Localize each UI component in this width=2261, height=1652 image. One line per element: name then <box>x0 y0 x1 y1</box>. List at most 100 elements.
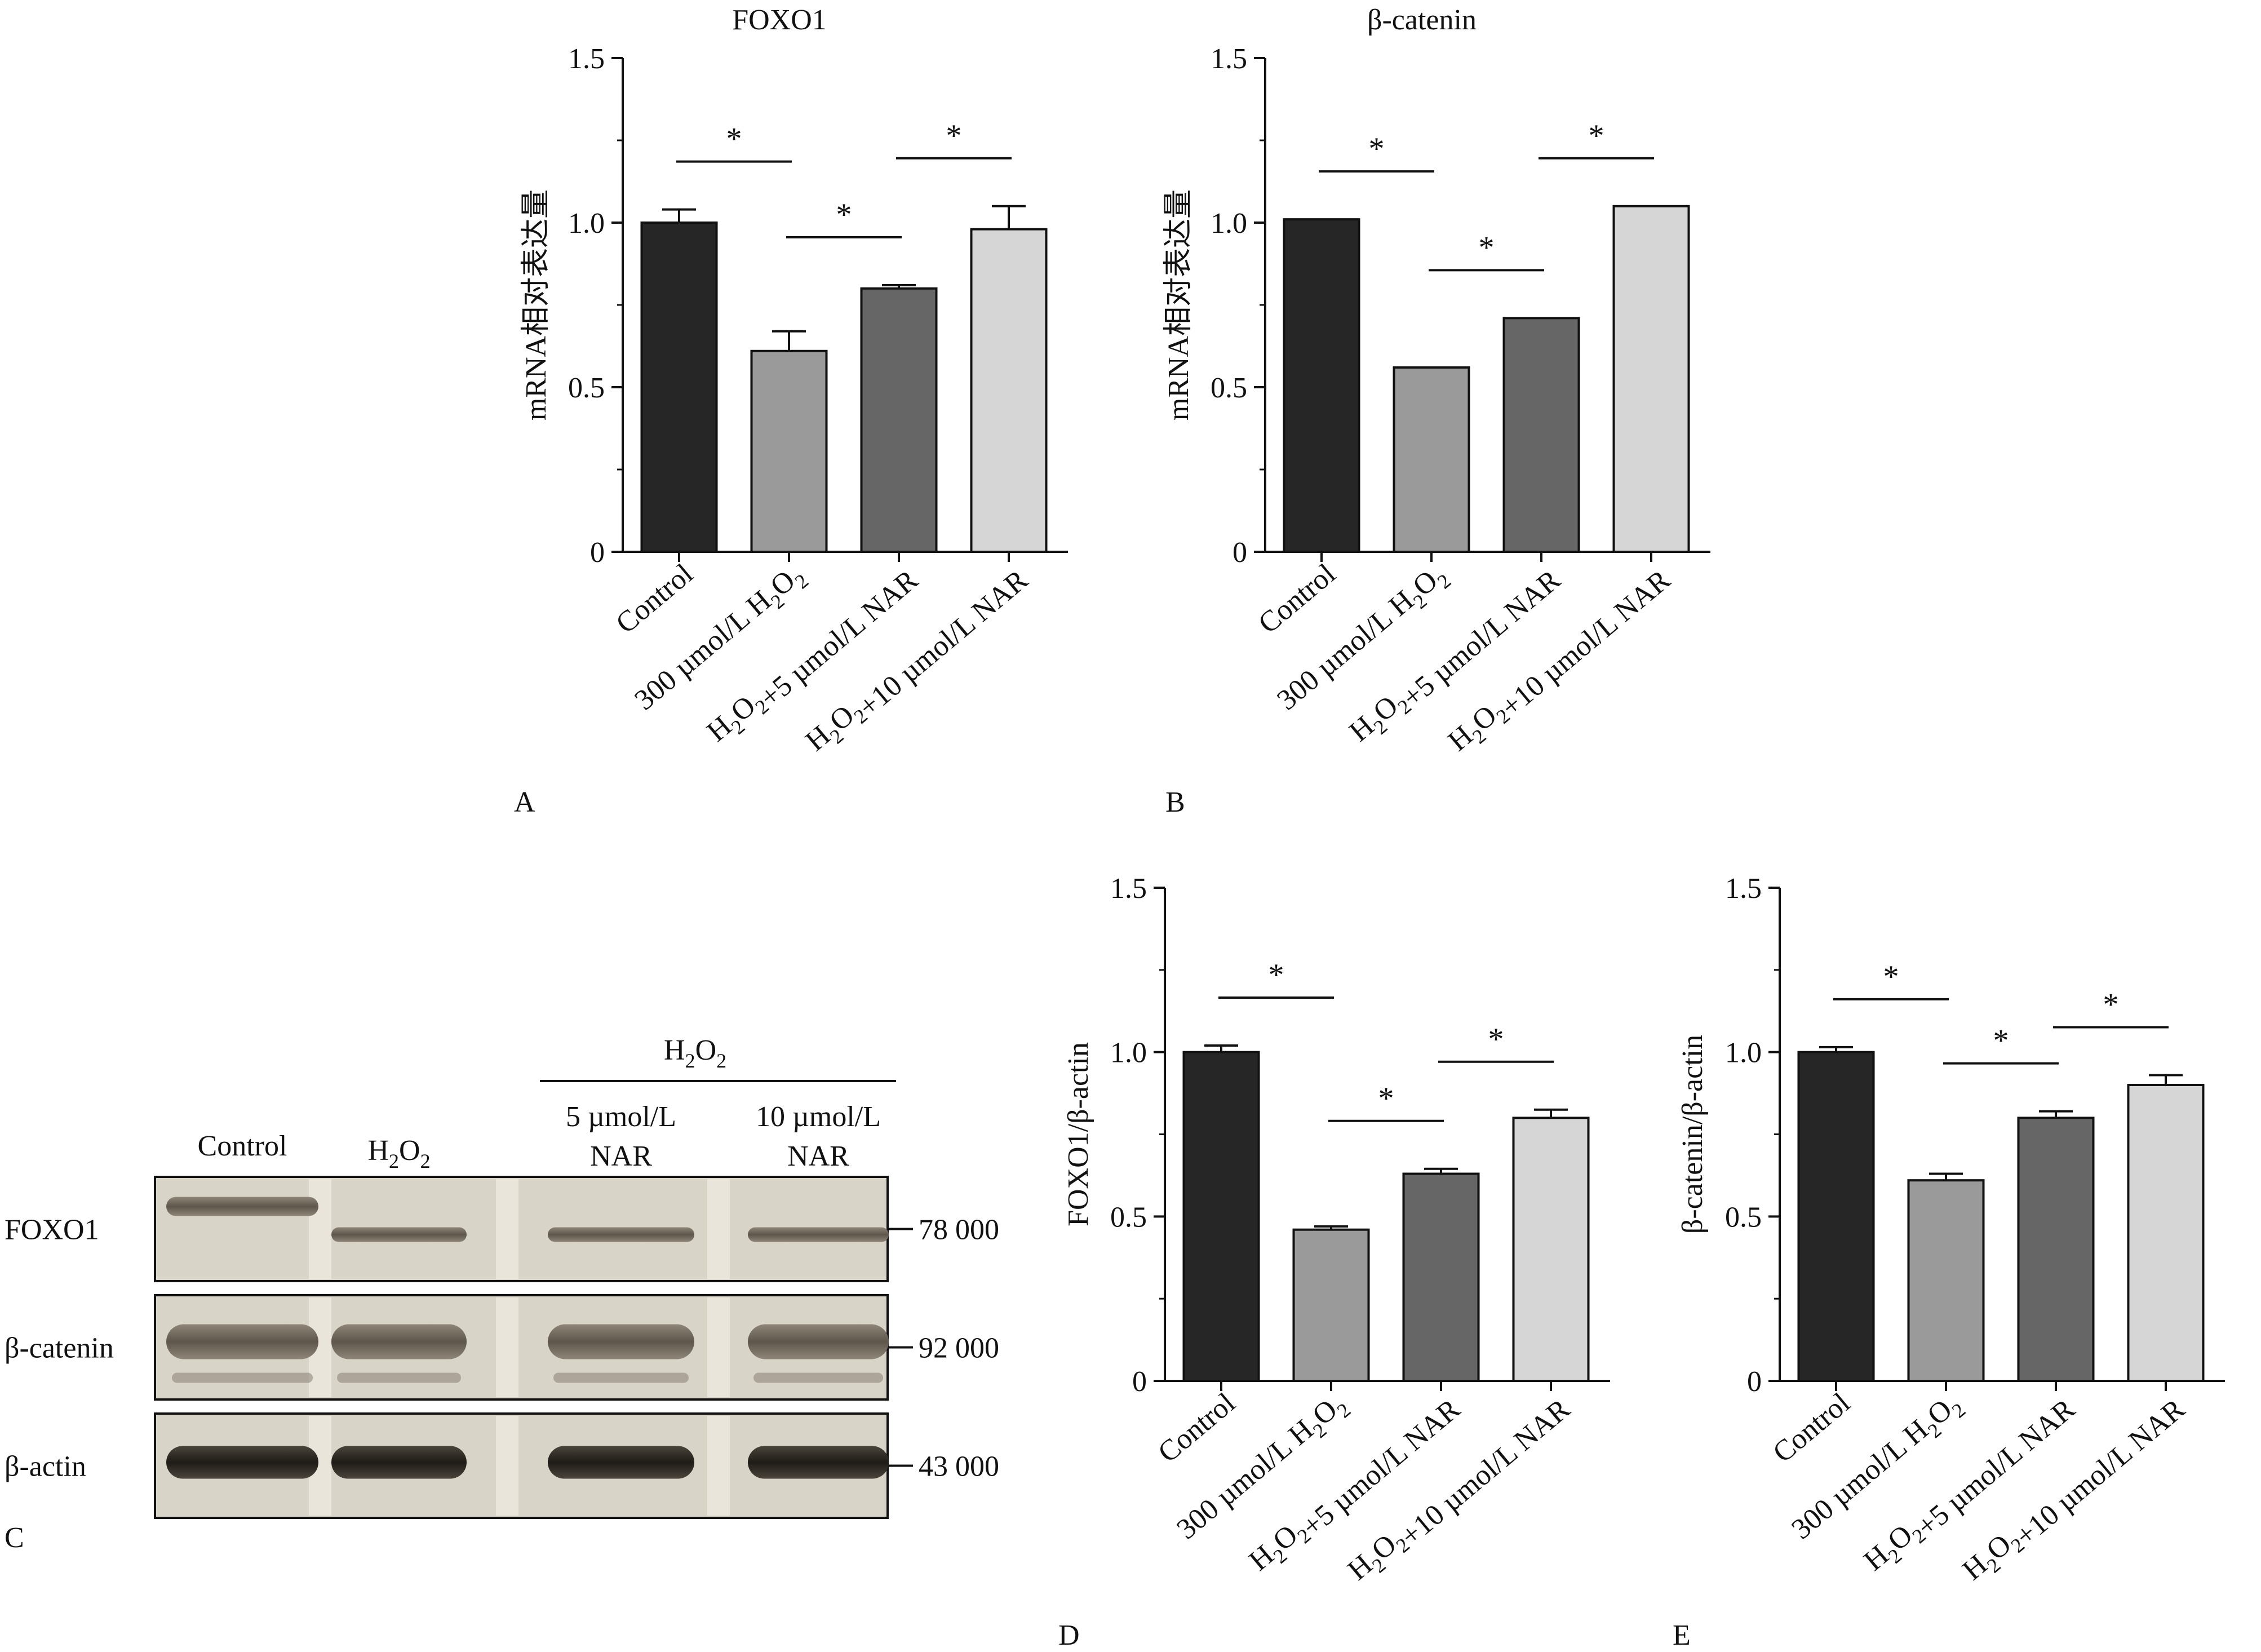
y-axis-label-group: mRNA相对表达量 <box>1163 189 1195 420</box>
bar <box>1393 366 1470 553</box>
blot-lane-gap <box>496 1179 518 1279</box>
blot-lane-gap <box>707 1297 730 1397</box>
y-tick-label: 1.0 <box>568 207 605 240</box>
blot-mw-label: 92 000 <box>919 1332 999 1365</box>
blot-band <box>166 1324 318 1359</box>
significance-star: * <box>1369 131 1385 166</box>
blot-band-faint <box>172 1372 313 1383</box>
significance-star: * <box>726 122 742 157</box>
y-axis-label: mRNA相对表达量 <box>520 189 552 420</box>
significance-star: * <box>1488 1022 1504 1057</box>
blot-band <box>548 1227 694 1242</box>
y-tick-label: 1.5 <box>1725 872 1762 905</box>
lane-label-h2o2: H2O2 <box>367 1135 430 1172</box>
blot-band <box>748 1446 889 1479</box>
y-tick-label: 1.0 <box>1725 1037 1762 1069</box>
y-tick-label: 0.5 <box>1110 1201 1147 1233</box>
blot-lane-gap <box>707 1416 730 1516</box>
bar <box>1283 218 1360 553</box>
blot-protein-label: FOXO1 <box>5 1214 99 1246</box>
lane-label-10-nar-line1: 10 µmol/L <box>756 1101 881 1133</box>
blot-lane-gap <box>707 1179 730 1279</box>
lane-label-10-nar-line2: NAR <box>787 1140 849 1172</box>
y-axis-label-group: FOXO1/β-actin <box>1062 1042 1094 1226</box>
bar <box>750 349 828 553</box>
blot-lane-gap <box>496 1297 518 1397</box>
x-tick-label: Control <box>1252 558 1341 640</box>
lane-label-5-nar-line2: NAR <box>590 1140 652 1172</box>
x-tick-label-text: Control <box>1767 1387 1856 1469</box>
blot-band-faint <box>753 1372 883 1383</box>
bar <box>1182 1051 1260 1382</box>
blot-lane-gap <box>496 1416 518 1516</box>
blot-band <box>166 1446 318 1479</box>
significance-star: * <box>2103 987 2119 1022</box>
panel-label-e: E <box>1673 1619 1691 1651</box>
y-axis-label: β-catenin/β-actin <box>1677 1035 1709 1234</box>
lane-label-control: Control <box>198 1130 287 1162</box>
blot-band <box>748 1227 889 1242</box>
y-tick-label: 1.0 <box>1211 207 1247 240</box>
y-tick-label: 0 <box>590 537 605 569</box>
bar <box>1292 1228 1370 1383</box>
blot-band-faint <box>553 1372 689 1383</box>
bar <box>860 287 938 553</box>
western-blot: H2O2 Control H2O2 5 µmol/L NAR 10 µmol/L… <box>5 1034 999 1519</box>
significance-star: * <box>1378 1081 1394 1116</box>
blot-band <box>331 1227 467 1242</box>
blot-band <box>748 1324 889 1359</box>
x-tick-label-text: Control <box>610 558 699 640</box>
y-tick-label: 0.5 <box>1211 372 1247 404</box>
blot-band <box>548 1446 694 1479</box>
y-tick-label: 1.0 <box>1110 1037 1147 1069</box>
panel-label-b: B <box>1165 786 1185 818</box>
blot-mw-label: 78 000 <box>919 1214 999 1246</box>
x-tick-label: Control <box>1152 1387 1241 1469</box>
bar <box>1612 205 1690 553</box>
blot-band-faint <box>337 1372 461 1383</box>
y-tick-label: 0 <box>1233 537 1247 569</box>
significance-star: * <box>1269 958 1284 993</box>
chart-title: β-catenin <box>1367 4 1477 36</box>
x-tick-label: Control <box>610 558 699 640</box>
blot-mw-label: 43 000 <box>919 1451 999 1483</box>
blot-band <box>548 1324 694 1359</box>
y-tick-label: 1.5 <box>1211 43 1247 75</box>
y-tick-label: 0 <box>1747 1366 1762 1398</box>
y-axis-label-group: mRNA相对表达量 <box>520 189 552 420</box>
lane-label-5-nar-line1: 5 µmol/L <box>566 1101 676 1133</box>
bar <box>1512 1117 1590 1383</box>
significance-star: * <box>946 118 962 153</box>
bar <box>1502 317 1580 553</box>
y-tick-label: 0.5 <box>568 372 605 404</box>
bar <box>1402 1172 1480 1382</box>
bar <box>1797 1051 1875 1382</box>
blot-band <box>166 1197 318 1216</box>
blot-protein-label: β-catenin <box>5 1332 114 1365</box>
blot-protein-label: β-actin <box>5 1451 86 1483</box>
bar <box>2017 1117 2095 1383</box>
y-axis-label-group: β-catenin/β-actin <box>1677 1035 1709 1234</box>
bar <box>640 222 718 553</box>
panel-label-c: C <box>5 1522 24 1554</box>
significance-star: * <box>1883 959 1899 994</box>
y-tick-label: 0 <box>1132 1366 1147 1398</box>
significance-star: * <box>1589 118 1604 153</box>
y-axis-label: FOXO1/β-actin <box>1062 1042 1094 1226</box>
bar <box>1907 1179 1985 1383</box>
y-axis-label: mRNA相对表达量 <box>1163 189 1195 420</box>
x-tick-label: Control <box>1767 1387 1856 1469</box>
y-tick-label: 1.5 <box>1110 872 1147 905</box>
x-tick-label-text: Control <box>1252 558 1341 640</box>
blot-band <box>331 1446 467 1479</box>
blot-band <box>331 1324 467 1359</box>
panel-label-a: A <box>514 786 535 818</box>
x-tick-label-text: Control <box>1152 1387 1241 1469</box>
significance-star: * <box>836 197 852 232</box>
significance-star: * <box>1993 1024 2009 1058</box>
